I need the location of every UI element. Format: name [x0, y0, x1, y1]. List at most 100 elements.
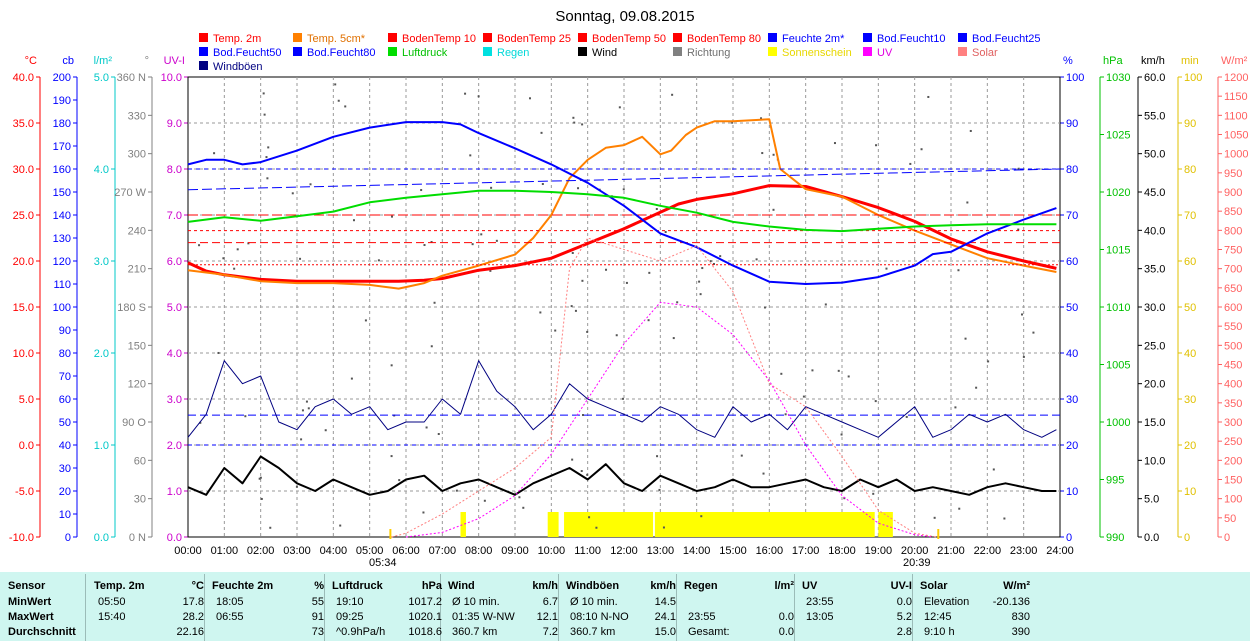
x-tick-label: 06:00 [392, 545, 420, 557]
direction-dot [571, 251, 574, 254]
direction-dot [291, 192, 294, 195]
stats-table: Sensor Temp. 2m °C Feuchte 2m% Luftdruck hPa W… [0, 572, 1250, 641]
direction-dot [655, 207, 658, 210]
axis-tick-label: 150 [53, 187, 71, 199]
axis-tick-label: 150 [1224, 475, 1242, 487]
series-windb-en [187, 360, 1057, 438]
direction-dot [339, 524, 342, 527]
x-tick-label: 00:00 [174, 545, 202, 557]
axis-tick-label: 4.0 [94, 164, 109, 176]
series-uv [405, 301, 933, 538]
direction-dot [490, 186, 493, 189]
direction-dot [455, 489, 458, 492]
axis-tick-label: 7.0 [167, 210, 182, 222]
axis-tick-label: 650 [1224, 283, 1242, 295]
sunrise-label: 05:34 [369, 557, 397, 569]
direction-dot [233, 267, 236, 270]
stats-header-unit: °C [191, 580, 204, 592]
axis-tick-label: 10 [1184, 486, 1196, 498]
direction-dot [843, 497, 846, 500]
stats-cell-time: 15:40 [98, 611, 126, 623]
x-tick-label: 04:00 [320, 545, 348, 557]
direction-dot [700, 515, 703, 518]
axis-tick-label: 30 [134, 494, 146, 506]
axis-tick-label: 900 [1224, 187, 1242, 199]
direction-dot [712, 262, 715, 265]
direction-dot [299, 257, 302, 260]
direction-dot [647, 319, 650, 322]
direction-dot [350, 377, 353, 380]
direction-dot [495, 239, 498, 242]
direction-dot [582, 414, 585, 417]
direction-dot [740, 454, 743, 457]
right-axes: %1009080706050403020100hPa10301025102010… [1059, 55, 1248, 544]
axis-tick-label: 90 [1184, 118, 1196, 130]
x-tick-label: 01:00 [211, 545, 239, 557]
stats-cell-value: 73 [311, 626, 324, 638]
direction-dot [761, 152, 764, 155]
legend-label: Bod.Feucht80 [307, 47, 376, 59]
axis-tick-label: 140 [53, 210, 71, 222]
direction-dot [975, 386, 978, 389]
legend-label: Regen [497, 47, 529, 59]
axis-tick-label: 90 [1066, 118, 1078, 130]
legend-label: Feuchte 2m* [782, 33, 845, 45]
direction-dot [390, 364, 393, 367]
axis-tick-label: 1005 [1106, 360, 1130, 372]
stats-cell-value: 1017.2 [408, 596, 442, 608]
axis-tick-label: 30 [1066, 394, 1078, 406]
axis-tick-label: 20 [1184, 440, 1196, 452]
stats-cell-time: 360.7 km [570, 626, 616, 638]
axis-tick-label: 800 [1224, 225, 1242, 237]
direction-dot [874, 400, 877, 403]
axis-tick-label: 400 [1224, 379, 1242, 391]
stats-divider [912, 574, 913, 641]
axis-tick-label: 1200 [1224, 72, 1248, 84]
direction-dot [309, 183, 312, 186]
axis-tick-label: 1100 [1224, 110, 1248, 122]
axis-tick-label: 90 O [122, 417, 146, 429]
stats-header-unit: % [314, 580, 324, 592]
legend-swatch [483, 47, 492, 56]
axis-tick-label: 5.0 [94, 72, 109, 84]
sunshine-bar [654, 512, 875, 537]
series-lines [187, 118, 1061, 538]
direction-dot [260, 497, 263, 500]
stats-cell-value: 14.5 [654, 596, 676, 608]
direction-dot [464, 92, 467, 95]
direction-dot [1022, 355, 1025, 358]
axis-tick-label: 240 [128, 225, 146, 237]
axis-tick-label: 20.0 [13, 256, 34, 268]
direction-dot [522, 506, 525, 509]
axis-tick-label: 0.0 [19, 440, 34, 452]
axis-tick-label: 10.0 [1144, 455, 1165, 467]
direction-dot [875, 144, 878, 147]
sunshine-bar [878, 512, 893, 537]
legend-label: Bod.Feucht50 [213, 47, 282, 59]
legend-label: BodenTemp 80 [687, 33, 761, 45]
direction-dot [662, 526, 665, 529]
stats-cell-value: 24.1 [654, 611, 676, 623]
legend-swatch [199, 47, 208, 56]
stats-header-unit: W/m² [1003, 580, 1030, 592]
axis-unit-label: min [1181, 55, 1199, 67]
x-tick-label: 16:00 [756, 545, 784, 557]
axis-unit-label: hPa [1103, 55, 1123, 67]
legend-label: BodenTemp 25 [497, 33, 571, 45]
direction-dot [731, 121, 734, 124]
stats-cell-value: 0.0 [778, 611, 794, 623]
x-tick-label: 07:00 [429, 545, 457, 557]
sunshine-bar [460, 512, 466, 537]
legend-label: Wind [592, 47, 617, 59]
x-tick-label: 11:00 [574, 545, 601, 557]
direction-dot [344, 105, 347, 108]
direction-dot [954, 406, 957, 409]
direction-dot [1003, 517, 1006, 520]
axis-tick-label: 50 [1066, 302, 1078, 314]
sunset-label: 20:39 [903, 557, 931, 569]
direction-dot [420, 189, 423, 192]
axis-tick-label: 750 [1224, 245, 1242, 257]
direction-dot [267, 146, 270, 149]
direction-dot [837, 369, 840, 372]
direction-dot [213, 152, 216, 155]
